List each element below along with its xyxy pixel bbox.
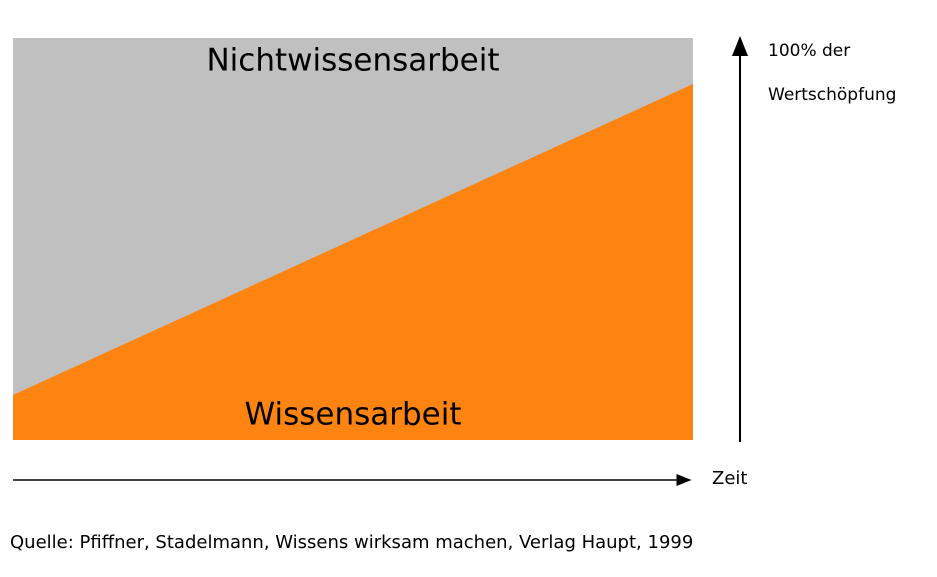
- x-axis-label: Zeit: [712, 468, 747, 489]
- y-axis-label: Wertschöpfung: [768, 85, 896, 105]
- y-axis-label: 100% der: [768, 41, 850, 61]
- upper-area-label: Nichtwissensarbeit: [206, 43, 499, 79]
- lower-area: [13, 84, 693, 440]
- source-note: Quelle: Pfiffner, Stadelmann, Wissens wi…: [10, 532, 693, 553]
- lower-area-label: Wissensarbeit: [244, 397, 461, 433]
